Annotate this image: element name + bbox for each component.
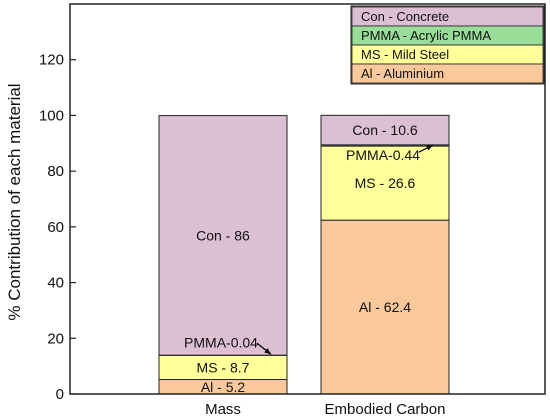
x-category-label: Embodied Carbon	[325, 401, 446, 418]
x-axis: Mass Embodied Carbon	[205, 401, 445, 418]
segment-label-al: Al - 5.2	[201, 379, 246, 395]
bar-segment-con	[320, 114, 450, 146]
segment-label-al: Al - 62.4	[359, 299, 411, 315]
segment-label-ms: MS - 8.7	[197, 359, 250, 375]
annotations-group: Al - 5.2 MS - 8.7 PMMA-0.04 Con - 86 Al - 62…	[184, 122, 434, 395]
bar-segment-ms	[158, 354, 288, 381]
bar-segment-con	[158, 115, 288, 356]
bars-group	[158, 114, 450, 395]
segment-label-pmma: PMMA-0.04	[184, 334, 258, 350]
legend-swatch-al	[351, 63, 544, 84]
y-tick-label: 120	[39, 52, 64, 69]
y-tick-label: 100	[39, 107, 64, 124]
pmma-arrow-head	[426, 145, 433, 151]
pmma-arrow-head	[264, 348, 271, 355]
y-tick-label: 20	[47, 330, 64, 347]
segment-label-con: Con - 10.6	[352, 122, 418, 138]
legend-entry-ms: MS - Mild Steel	[361, 47, 449, 62]
segment-label-ms: MS - 26.6	[355, 175, 416, 191]
segment-label-pmma: PMMA-0.44	[346, 147, 420, 163]
y-tick-label: 40	[47, 275, 64, 292]
legend-entry-pmma: PMMA - Acrylic PMMA	[361, 28, 491, 43]
legend: Con - Concrete PMMA - Acrylic PMMA MS - Mi…	[350, 5, 545, 85]
y-axis: 0 20 40 60 80 100 120	[39, 52, 76, 403]
y-tick-label: 0	[56, 386, 64, 403]
plot-frame	[69, 3, 546, 395]
y-tick-label: 60	[47, 219, 64, 236]
y-axis-label: % Contribution of each material	[5, 83, 24, 320]
legend-entry-al: Al - Aluminium	[361, 66, 444, 81]
segment-label-con: Con - 86	[196, 227, 250, 243]
legend-entry-con: Con - Concrete	[361, 9, 449, 24]
x-category-label: Mass	[205, 401, 241, 418]
y-tick-label: 80	[47, 163, 64, 180]
bar-segment-ms	[320, 145, 450, 221]
